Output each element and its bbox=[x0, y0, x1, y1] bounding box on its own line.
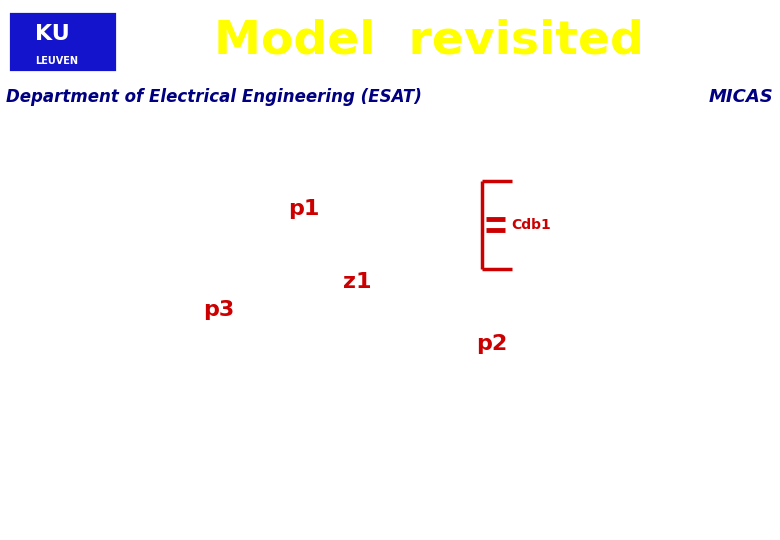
Text: p2: p2 bbox=[476, 334, 507, 354]
Text: p3: p3 bbox=[203, 300, 234, 320]
Text: LEUVEN: LEUVEN bbox=[35, 56, 78, 66]
Text: z1: z1 bbox=[343, 272, 372, 292]
Text: Cdb1: Cdb1 bbox=[511, 218, 551, 232]
Text: KU: KU bbox=[35, 24, 70, 44]
Text: Department of Electrical Engineering (ESAT): Department of Electrical Engineering (ES… bbox=[6, 88, 422, 106]
Text: MICAS: MICAS bbox=[709, 88, 774, 106]
FancyBboxPatch shape bbox=[8, 11, 117, 72]
Text: p1: p1 bbox=[289, 199, 320, 219]
Text: Model  revisited: Model revisited bbox=[214, 18, 644, 63]
